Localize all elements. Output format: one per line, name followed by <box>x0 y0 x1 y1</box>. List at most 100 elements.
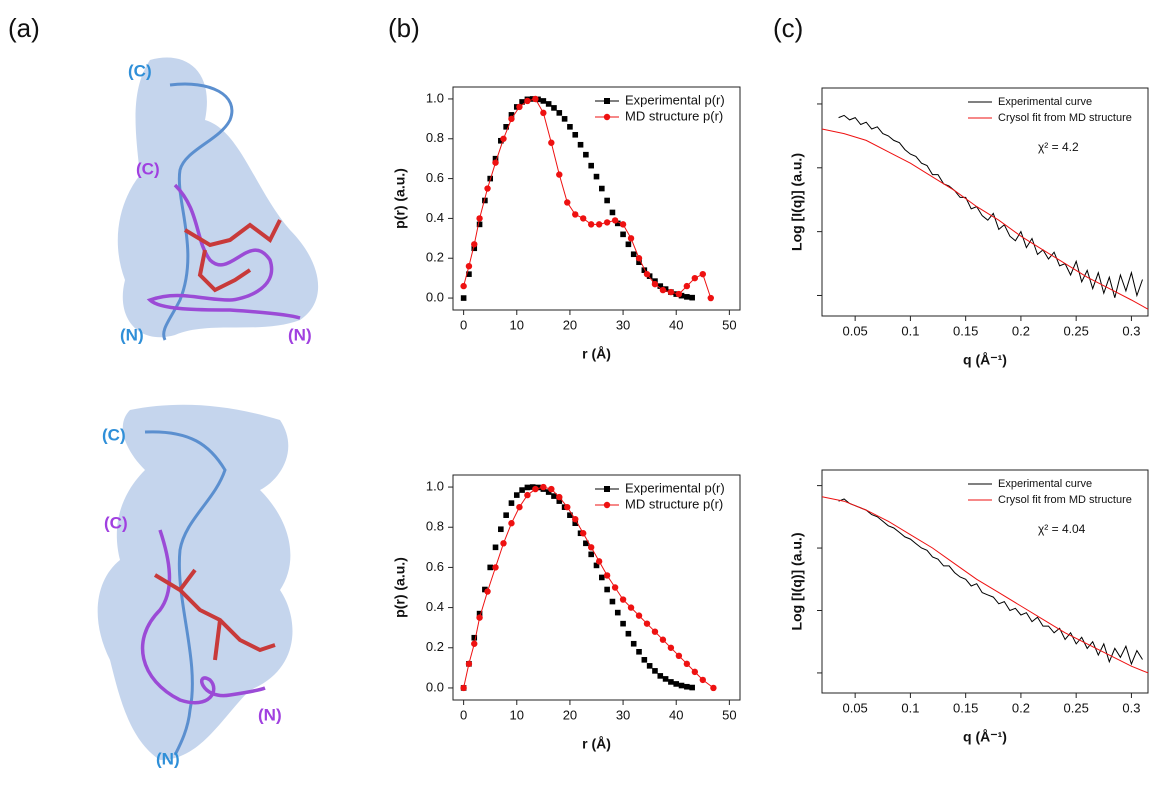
x-tick-label: 0 <box>460 317 467 332</box>
data-point <box>500 540 506 546</box>
x-tick-label: 0.3 <box>1122 323 1140 338</box>
data-point <box>636 649 642 655</box>
x-tick-label: 50 <box>722 317 736 332</box>
data-point <box>572 211 578 217</box>
data-point <box>471 241 477 247</box>
structure-label: (C) <box>136 159 160 178</box>
data-point <box>604 572 610 578</box>
structure-label: (C) <box>102 425 126 444</box>
data-point <box>466 263 472 269</box>
data-point <box>564 504 570 510</box>
data-point <box>551 105 557 111</box>
data-point <box>679 683 685 689</box>
legend-label: Experimental curve <box>998 96 1092 108</box>
data-point <box>567 124 573 130</box>
y-tick-label: 0.6 <box>426 170 444 185</box>
y-tick-label: 0.8 <box>426 130 444 145</box>
data-point <box>700 271 706 277</box>
structure-label: (N) <box>288 325 312 344</box>
y-tick-label: 0.6 <box>426 559 444 574</box>
data-point <box>684 294 690 300</box>
y-axis-title: Log [I(q)] (a.u.) <box>789 533 805 631</box>
x-tick-label: 0.1 <box>901 700 919 715</box>
data-point <box>508 116 514 122</box>
data-point <box>652 281 658 287</box>
data-point <box>532 486 538 492</box>
data-point <box>663 676 669 682</box>
y-tick-label: 0.2 <box>426 250 444 265</box>
data-point <box>588 163 594 169</box>
data-point <box>615 610 621 616</box>
data-point <box>647 663 653 669</box>
data-point <box>588 552 594 558</box>
data-point <box>524 492 530 498</box>
y-tick-label: 0.8 <box>426 519 444 534</box>
data-point <box>612 217 618 223</box>
x-tick-label: 40 <box>669 317 683 332</box>
x-axis-title: r (Å) <box>582 346 611 362</box>
data-point <box>508 520 514 526</box>
data-point <box>466 661 472 667</box>
x-tick-label: 0.05 <box>842 323 867 338</box>
x-tick-label: 50 <box>722 707 736 722</box>
data-point <box>644 620 650 626</box>
annotation: χ² = 4.2 <box>1038 140 1079 154</box>
data-point <box>503 512 509 518</box>
structure-label: (N) <box>258 705 282 724</box>
data-point <box>596 558 602 564</box>
data-point <box>620 621 626 627</box>
x-tick-label: 0.15 <box>953 323 978 338</box>
data-point <box>684 283 690 289</box>
data-point <box>541 98 547 104</box>
data-point <box>498 526 504 532</box>
data-point <box>636 255 642 261</box>
data-point <box>676 653 682 659</box>
structure-label: (N) <box>156 749 180 768</box>
x-tick-label: 30 <box>616 707 630 722</box>
x-tick-label: 0.15 <box>953 700 978 715</box>
data-point <box>604 198 610 204</box>
data-point <box>580 530 586 536</box>
y-axis-title: p(r) (a.u.) <box>392 557 408 618</box>
data-point <box>594 174 600 180</box>
x-tick-label: 10 <box>510 317 524 332</box>
data-line <box>822 497 1148 673</box>
data-point <box>652 628 658 634</box>
data-point <box>620 596 626 602</box>
data-point <box>583 152 589 158</box>
data-point <box>710 685 716 691</box>
data-point <box>628 235 634 241</box>
data-point <box>532 96 538 102</box>
data-point <box>493 545 499 551</box>
y-axis-title: p(r) (a.u.) <box>392 168 408 229</box>
x-tick-label: 0.25 <box>1064 323 1089 338</box>
y-tick-label: 0.4 <box>426 599 444 614</box>
legend-label: MD structure p(r) <box>625 496 723 511</box>
data-point <box>599 186 605 192</box>
data-point <box>556 494 562 500</box>
data-line <box>822 129 1148 309</box>
y-tick-label: 1.0 <box>426 478 444 493</box>
legend-label: Crysol fit from MD structure <box>998 494 1132 506</box>
x-tick-label: 0 <box>460 707 467 722</box>
x-axis-title: r (Å) <box>582 736 611 752</box>
x-tick-label: 0.2 <box>1012 700 1030 715</box>
data-point <box>540 110 546 116</box>
x-tick-label: 10 <box>510 707 524 722</box>
data-point <box>471 641 477 647</box>
data-point <box>500 136 506 142</box>
data-point <box>461 295 467 301</box>
legend-label: Experimental curve <box>998 478 1092 490</box>
data-point <box>476 614 482 620</box>
data-point <box>692 669 698 675</box>
x-tick-label: 40 <box>669 707 683 722</box>
legend-label: MD structure p(r) <box>625 108 723 123</box>
structure-label: (C) <box>128 61 152 80</box>
data-point <box>668 679 674 685</box>
x-tick-label: 20 <box>563 317 577 332</box>
data-point <box>578 142 584 148</box>
legend-swatch <box>604 98 610 104</box>
structure-label: (N) <box>120 325 144 344</box>
data-point <box>564 199 570 205</box>
data-point <box>610 210 616 216</box>
